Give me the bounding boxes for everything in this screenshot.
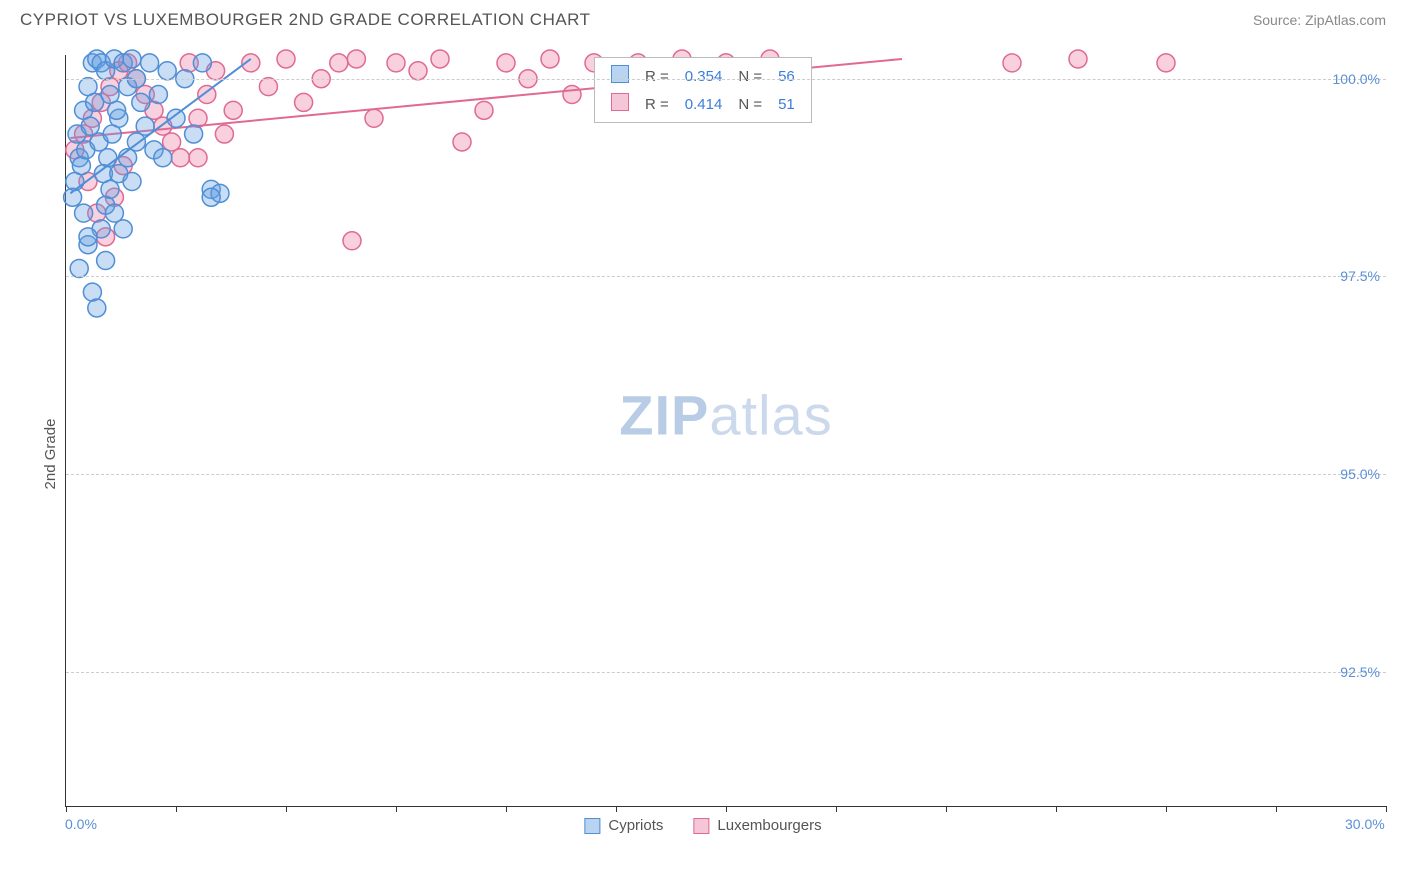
data-point bbox=[277, 50, 295, 68]
cypriots-n-value: 56 bbox=[770, 62, 803, 90]
gridline bbox=[66, 79, 1386, 80]
x-tick bbox=[176, 806, 177, 812]
data-point bbox=[132, 93, 150, 111]
luxembourgers-legend-swatch-icon bbox=[693, 818, 709, 834]
x-tick bbox=[836, 806, 837, 812]
data-point bbox=[114, 220, 132, 238]
data-point bbox=[431, 50, 449, 68]
x-tick bbox=[66, 806, 67, 812]
x-tick bbox=[1386, 806, 1387, 812]
data-point bbox=[343, 232, 361, 250]
legend-item-luxembourgers: Luxembourgers bbox=[693, 817, 821, 834]
data-point bbox=[141, 54, 159, 72]
data-point bbox=[154, 149, 172, 167]
data-point bbox=[149, 86, 167, 104]
y-tick-label: 92.5% bbox=[1340, 664, 1380, 680]
x-tick bbox=[616, 806, 617, 812]
data-point bbox=[330, 54, 348, 72]
data-point bbox=[215, 125, 233, 143]
cypriots-r-value: 0.354 bbox=[677, 62, 731, 90]
data-point bbox=[75, 204, 93, 222]
y-tick-label: 97.5% bbox=[1340, 268, 1380, 284]
data-point bbox=[193, 54, 211, 72]
luxembourgers-n-value: 51 bbox=[770, 90, 803, 118]
data-point bbox=[163, 133, 181, 151]
data-point bbox=[224, 101, 242, 119]
data-point bbox=[70, 259, 88, 277]
legend-item-cypriots: Cypriots bbox=[584, 817, 663, 834]
data-point bbox=[202, 188, 220, 206]
data-point bbox=[171, 149, 189, 167]
data-point bbox=[105, 204, 123, 222]
y-tick-label: 95.0% bbox=[1340, 466, 1380, 482]
data-point bbox=[541, 50, 559, 68]
data-point bbox=[475, 101, 493, 119]
data-point bbox=[158, 62, 176, 80]
data-point bbox=[123, 50, 141, 68]
gridline bbox=[66, 672, 1386, 673]
data-point bbox=[189, 149, 207, 167]
data-point bbox=[99, 149, 117, 167]
x-axis-max-label: 30.0% bbox=[1345, 816, 1385, 832]
data-point bbox=[1003, 54, 1021, 72]
x-tick bbox=[396, 806, 397, 812]
data-point bbox=[1157, 54, 1175, 72]
data-point bbox=[295, 93, 313, 111]
luxembourgers-swatch-icon bbox=[611, 93, 629, 111]
plot-area: ZIPatlas R = 0.354 N = 56 R = 0.414 N = … bbox=[65, 55, 1386, 807]
x-tick bbox=[286, 806, 287, 812]
gridline bbox=[66, 276, 1386, 277]
data-point bbox=[81, 117, 99, 135]
data-point bbox=[97, 252, 115, 270]
chart-container: 2nd Grade ZIPatlas R = 0.354 N = 56 R = … bbox=[20, 45, 1386, 862]
source-label: Source: ZipAtlas.com bbox=[1253, 12, 1386, 28]
data-point bbox=[387, 54, 405, 72]
data-point bbox=[86, 93, 104, 111]
cypriots-legend-swatch-icon bbox=[584, 818, 600, 834]
data-point bbox=[453, 133, 471, 151]
data-point bbox=[347, 50, 365, 68]
r-label: R = bbox=[637, 62, 677, 90]
data-point bbox=[103, 125, 121, 143]
luxembourgers-r-value: 0.414 bbox=[677, 90, 731, 118]
y-tick-label: 100.0% bbox=[1333, 71, 1380, 87]
n-label: N = bbox=[730, 62, 770, 90]
data-point bbox=[259, 78, 277, 96]
luxembourgers-legend-label: Luxembourgers bbox=[717, 817, 821, 834]
data-point bbox=[185, 125, 203, 143]
x-tick bbox=[1166, 806, 1167, 812]
r-label: R = bbox=[637, 90, 677, 118]
data-point bbox=[1069, 50, 1087, 68]
stat-row-luxembourgers: R = 0.414 N = 51 bbox=[603, 90, 803, 118]
chart-title: CYPRIOT VS LUXEMBOURGER 2ND GRADE CORREL… bbox=[20, 10, 591, 30]
data-point bbox=[365, 109, 383, 127]
data-point bbox=[88, 299, 106, 317]
cypriots-legend-label: Cypriots bbox=[608, 817, 663, 834]
data-point bbox=[563, 86, 581, 104]
data-point bbox=[108, 101, 126, 119]
x-tick bbox=[946, 806, 947, 812]
x-axis-min-label: 0.0% bbox=[65, 816, 97, 832]
x-tick bbox=[1056, 806, 1057, 812]
stat-row-cypriots: R = 0.354 N = 56 bbox=[603, 62, 803, 90]
x-tick bbox=[726, 806, 727, 812]
cypriots-swatch-icon bbox=[611, 65, 629, 83]
correlation-stats-box: R = 0.354 N = 56 R = 0.414 N = 51 bbox=[594, 57, 812, 123]
legend: Cypriots Luxembourgers bbox=[584, 817, 821, 834]
x-tick bbox=[506, 806, 507, 812]
x-tick bbox=[1276, 806, 1277, 812]
data-point bbox=[79, 228, 97, 246]
data-point bbox=[409, 62, 427, 80]
gridline bbox=[66, 474, 1386, 475]
data-point bbox=[497, 54, 515, 72]
chart-svg bbox=[66, 55, 1386, 806]
data-point bbox=[123, 172, 141, 190]
data-point bbox=[101, 180, 119, 198]
n-label: N = bbox=[730, 90, 770, 118]
y-axis-label: 2nd Grade bbox=[42, 418, 59, 489]
